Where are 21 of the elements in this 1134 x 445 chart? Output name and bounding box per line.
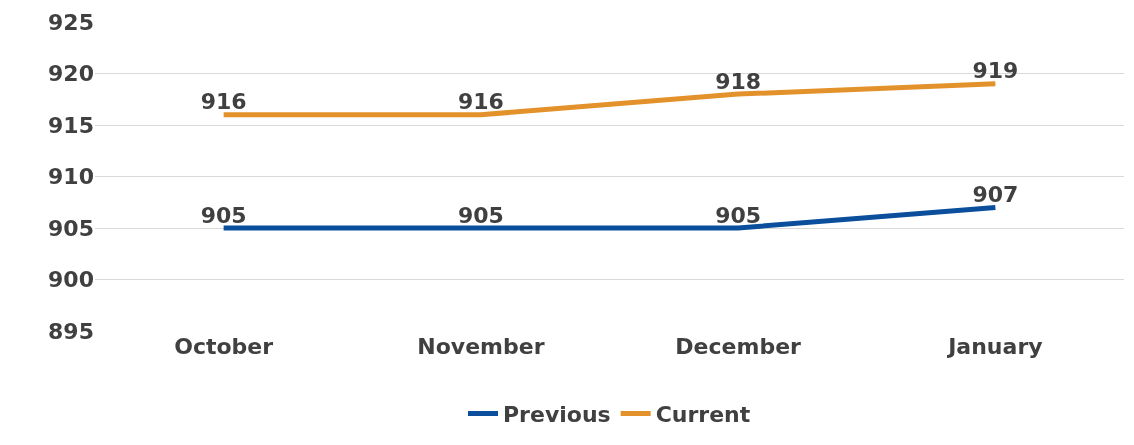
- data-label: 905: [457, 202, 504, 228]
- y-tick-label: 900: [48, 267, 94, 293]
- data-label: 905: [715, 202, 762, 228]
- x-tick-label: December: [675, 334, 802, 359]
- y-tick-label: 905: [48, 215, 94, 241]
- data-label: 905: [200, 202, 247, 228]
- x-tick-label: November: [417, 334, 545, 359]
- data-label: 918: [715, 68, 762, 94]
- data-label: 916: [200, 89, 247, 115]
- x-tick-label: October: [174, 334, 274, 359]
- legend-label: Current: [655, 402, 751, 428]
- data-label: 916: [457, 89, 504, 115]
- x-tick-label: January: [946, 334, 1043, 359]
- y-tick-label: 920: [48, 61, 94, 87]
- legend-label: Previous: [503, 402, 611, 428]
- data-label: 919: [972, 58, 1019, 84]
- y-tick-label: 925: [48, 9, 94, 35]
- y-tick-label: 910: [48, 164, 94, 190]
- y-tick-label: 895: [48, 318, 94, 344]
- data-label: 907: [972, 181, 1019, 207]
- y-tick-label: 915: [48, 112, 94, 138]
